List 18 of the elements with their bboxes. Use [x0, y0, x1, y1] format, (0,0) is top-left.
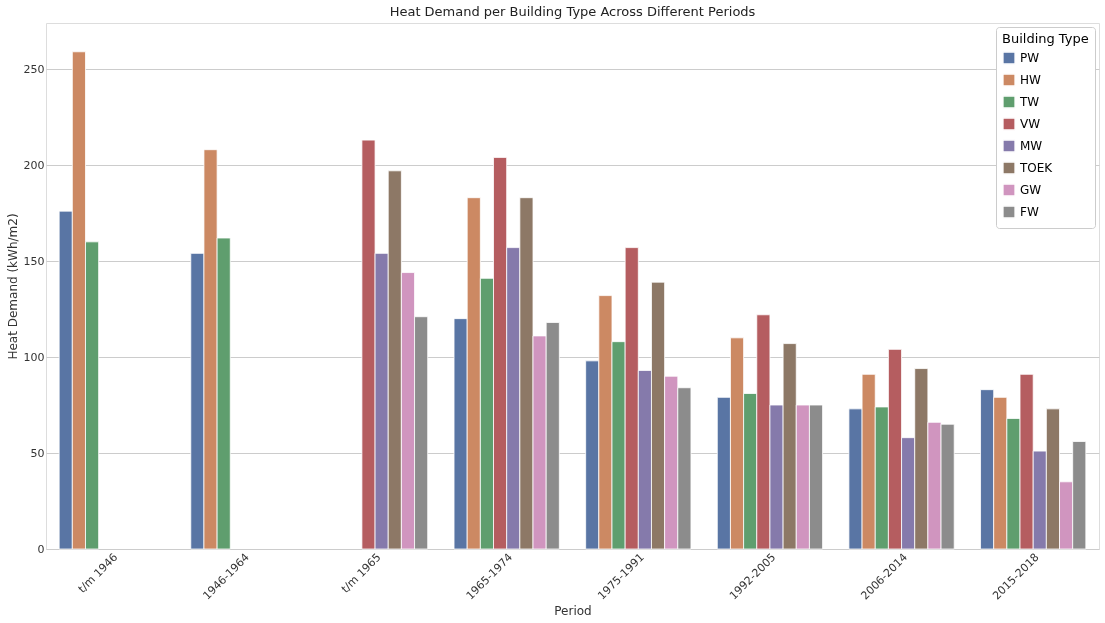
y-tick-label: 50	[30, 446, 45, 460]
y-tick-label: 150	[23, 254, 45, 268]
y-axis-title: Heat Demand (kWh/m2)	[5, 213, 20, 360]
y-tick-label: 200	[23, 158, 45, 172]
legend-label: HW	[1020, 73, 1042, 87]
y-tick-label: 100	[23, 350, 45, 364]
legend-label: TW	[1019, 95, 1040, 109]
legend-label: VW	[1020, 117, 1041, 131]
x-axis-title: Period	[554, 603, 592, 618]
chart-title: Heat Demand per Building Type Across Different Periods	[389, 4, 756, 19]
legend-label: GW	[1020, 183, 1042, 197]
legend-label: FW	[1020, 205, 1039, 219]
legend-label: MW	[1020, 139, 1043, 153]
legend-label: TOEK	[1019, 161, 1054, 175]
legend-title: Building Type	[1002, 31, 1089, 46]
legend-label: PW	[1020, 51, 1040, 65]
y-tick-label: 0	[37, 542, 45, 556]
y-tick-label: 250	[23, 62, 45, 76]
